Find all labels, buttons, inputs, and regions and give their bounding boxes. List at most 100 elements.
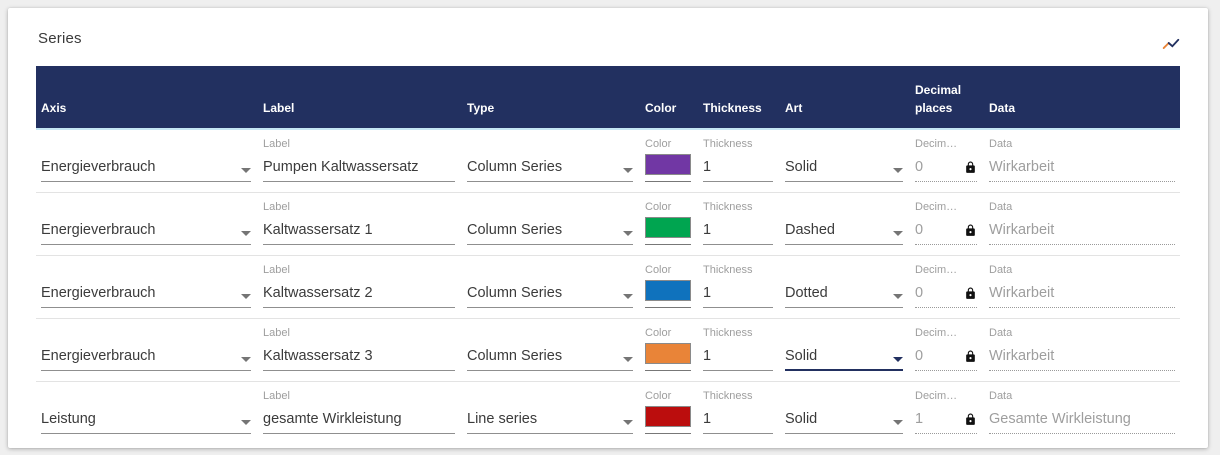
thickness-floating-label: Thickness — [703, 138, 753, 150]
lock-icon — [966, 413, 975, 425]
art-select-focused[interactable]: Solid — [785, 343, 903, 371]
art-select[interactable]: Solid — [785, 154, 903, 182]
color-floating-label: Color — [645, 138, 672, 150]
color-swatch — [645, 406, 691, 427]
color-picker[interactable] — [645, 280, 691, 308]
art-value: Dashed — [785, 222, 835, 238]
thickness-input[interactable]: 1 — [703, 280, 773, 308]
decimal-value: 0 — [915, 285, 924, 301]
art-select[interactable]: Solid — [785, 406, 903, 434]
type-select[interactable]: Column Series — [467, 343, 633, 371]
color-picker[interactable] — [645, 343, 691, 371]
axis-value: Energieverbrauch — [41, 222, 156, 238]
header-type: Type — [467, 100, 495, 115]
label-floating-label: Label — [263, 327, 290, 339]
type-select[interactable]: Column Series — [467, 280, 633, 308]
color-swatch — [645, 154, 691, 175]
thickness-input[interactable]: 1 — [703, 217, 773, 245]
thickness-value: 1 — [703, 222, 712, 238]
data-input-disabled: Gesamte Wirkleistung — [989, 406, 1175, 434]
chevron-down-icon — [241, 420, 251, 425]
chevron-down-icon — [241, 357, 251, 362]
color-floating-label: Color — [645, 264, 672, 276]
series-row-1: Energieverbrauch Label Pumpen Kaltwasser… — [36, 130, 1180, 193]
axis-select[interactable]: Energieverbrauch — [41, 154, 251, 182]
decimal-floating-label: Decim… — [915, 264, 958, 276]
chevron-down-icon — [893, 231, 903, 236]
header-art: Art — [785, 100, 803, 115]
label-floating-label: Label — [263, 264, 290, 276]
color-swatch — [645, 217, 691, 238]
label-floating-label: Label — [263, 201, 290, 213]
thickness-value: 1 — [703, 159, 712, 175]
series-row-3: Energieverbrauch Label Kaltwassersatz 2 … — [36, 256, 1180, 319]
decimal-value: 0 — [915, 159, 924, 175]
color-floating-label: Color — [645, 201, 672, 213]
axis-value: Energieverbrauch — [41, 159, 156, 175]
chevron-down-icon — [623, 294, 633, 299]
thickness-input[interactable]: 1 — [703, 343, 773, 371]
axis-select[interactable]: Leistung — [41, 406, 251, 434]
thickness-input[interactable]: 1 — [703, 406, 773, 434]
axis-select[interactable]: Energieverbrauch — [41, 217, 251, 245]
art-select[interactable]: Dashed — [785, 217, 903, 245]
type-value: Column Series — [467, 285, 563, 301]
decimal-floating-label: Decim… — [915, 390, 958, 402]
header-data: Data — [989, 100, 1016, 115]
chevron-down-icon — [623, 231, 633, 236]
header-decimal: Decimal places — [915, 83, 962, 115]
decimal-input-disabled: 0 — [915, 217, 977, 245]
decimal-floating-label: Decim… — [915, 201, 958, 213]
type-select[interactable]: Line series — [467, 406, 633, 434]
data-value: Wirkarbeit — [989, 285, 1055, 301]
label-value: Pumpen Kaltwassersatz — [263, 159, 419, 175]
chevron-down-icon — [893, 420, 903, 425]
chevron-down-icon — [623, 357, 633, 362]
data-input-disabled: Wirkarbeit — [989, 280, 1175, 308]
color-picker[interactable] — [645, 154, 691, 182]
type-select[interactable]: Column Series — [467, 217, 633, 245]
chevron-down-icon — [241, 294, 251, 299]
color-picker[interactable] — [645, 217, 691, 245]
axis-select[interactable]: Energieverbrauch — [41, 343, 251, 371]
chevron-down-icon — [893, 357, 903, 362]
label-input[interactable]: Kaltwassersatz 1 — [263, 217, 455, 245]
color-swatch — [645, 280, 691, 301]
data-value: Gesamte Wirkleistung — [989, 411, 1131, 427]
label-value: Kaltwassersatz 3 — [263, 348, 373, 364]
data-floating-label: Data — [989, 264, 1013, 276]
axis-select[interactable]: Energieverbrauch — [41, 280, 251, 308]
label-input[interactable]: Kaltwassersatz 2 — [263, 280, 455, 308]
header-thickness: Thickness — [703, 100, 762, 115]
label-value: Kaltwassersatz 2 — [263, 285, 373, 301]
lock-icon — [966, 161, 975, 173]
series-row-4: Energieverbrauch Label Kaltwassersatz 3 … — [36, 319, 1180, 382]
color-picker[interactable] — [645, 406, 691, 434]
label-input[interactable]: Pumpen Kaltwassersatz — [263, 154, 455, 182]
decimal-input-disabled: 0 — [915, 343, 977, 371]
label-floating-label: Label — [263, 390, 290, 402]
decimal-value: 0 — [915, 348, 924, 364]
label-input[interactable]: Kaltwassersatz 3 — [263, 343, 455, 371]
data-value: Wirkarbeit — [989, 159, 1055, 175]
thickness-value: 1 — [703, 411, 712, 427]
label-input[interactable]: gesamte Wirkleistung — [263, 406, 455, 434]
decimal-floating-label: Decim… — [915, 327, 958, 339]
line-chart-icon[interactable] — [1160, 32, 1182, 54]
thickness-floating-label: Thickness — [703, 327, 753, 339]
decimal-input-disabled: 0 — [915, 154, 977, 182]
thickness-value: 1 — [703, 285, 712, 301]
thickness-floating-label: Thickness — [703, 201, 753, 213]
color-floating-label: Color — [645, 327, 672, 339]
type-value: Column Series — [467, 159, 563, 175]
axis-value: Leistung — [41, 411, 96, 427]
table-header-row: Axis Label Type Color Thickness Art Deci… — [36, 66, 1180, 130]
thickness-input[interactable]: 1 — [703, 154, 773, 182]
art-value: Solid — [785, 159, 818, 175]
series-row-5: Leistung Label gesamte Wirkleistung Line… — [36, 382, 1180, 445]
data-floating-label: Data — [989, 138, 1013, 150]
type-select[interactable]: Column Series — [467, 154, 633, 182]
art-select[interactable]: Dotted — [785, 280, 903, 308]
data-input-disabled: Wirkarbeit — [989, 154, 1175, 182]
thickness-value: 1 — [703, 348, 712, 364]
